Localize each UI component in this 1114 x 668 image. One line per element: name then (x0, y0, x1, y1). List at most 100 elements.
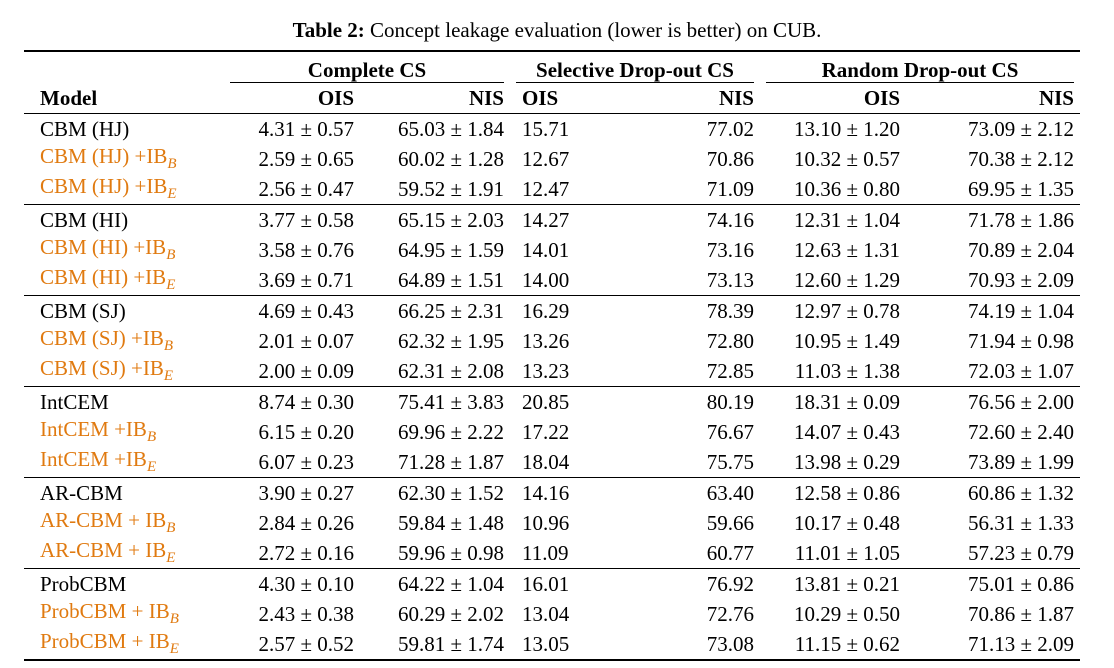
caption-text: Concept leakage evaluation (lower is bet… (370, 18, 822, 42)
selective-ois-cell: 13.23 (510, 356, 610, 387)
random-nis-cell: 71.94 ± 0.98 (967, 328, 1074, 353)
random-ois-cell: 12.31 ± 1.04 (793, 207, 900, 232)
selective-ois-cell: 11.09 (510, 538, 610, 569)
random-ois-cell: 12.97 ± 0.78 (793, 298, 900, 323)
model-name: CBM (HI) +IBB (40, 235, 176, 264)
complete-nis-cell: 65.03 ± 1.84 (397, 116, 504, 141)
selective-nis-cell: 74.16 (706, 207, 754, 232)
complete-ois-cell: 2.84 ± 0.26 (258, 510, 354, 535)
table-row: CBM (HI) +IBB 3.58 ± 0.76 64.95 ± 1.59 14.0… (24, 235, 1080, 265)
model-name: AR-CBM (40, 480, 123, 505)
complete-ois-cell: 6.15 ± 0.20 (258, 419, 354, 444)
random-ois-cell: 10.17 ± 0.48 (793, 510, 900, 535)
header-s-ois: OIS (522, 85, 559, 110)
selective-nis-cell: 73.13 (610, 265, 760, 296)
complete-nis-cell: 60.29 ± 2.02 (397, 601, 504, 626)
random-ois-cell: 11.01 ± 1.05 (760, 538, 906, 569)
complete-nis-cell: 59.52 ± 1.91 (360, 174, 510, 205)
model-name: CBM (HI) +IBE (24, 265, 224, 296)
model-name: AR-CBM + IBE (24, 538, 224, 569)
header-complete-cs: Complete CS (224, 51, 510, 83)
selective-nis-cell: 76.67 (706, 419, 754, 444)
random-ois-cell: 10.29 ± 0.50 (793, 601, 900, 626)
table-row: IntCEM +IBB 6.15 ± 0.20 69.96 ± 2.22 17.22 7… (24, 417, 1080, 447)
table-row: AR-CBM + IBB 2.84 ± 0.26 59.84 ± 1.48 10.96… (24, 508, 1080, 538)
random-nis-cell: 75.01 ± 0.86 (967, 571, 1074, 596)
complete-ois-cell: 3.90 ± 0.27 (258, 480, 354, 505)
complete-nis-cell: 60.02 ± 1.28 (397, 146, 504, 171)
random-nis-cell: 70.86 ± 1.87 (967, 601, 1074, 626)
random-ois-cell: 11.15 ± 0.62 (760, 629, 906, 661)
header-selective-cs: Selective Drop-out CS (510, 51, 760, 83)
table-row: CBM (SJ) +IBE 2.00 ± 0.09 62.31 ± 2.08 13.2… (24, 356, 1080, 387)
complete-nis-cell: 64.22 ± 1.04 (397, 571, 504, 596)
random-ois-cell: 13.81 ± 0.21 (793, 571, 900, 596)
selective-ois-cell: 12.47 (510, 174, 610, 205)
ib-variant-subscript: E (163, 368, 174, 385)
selective-nis-cell: 75.75 (610, 447, 760, 478)
complete-ois-cell: 4.69 ± 0.43 (258, 298, 354, 323)
ib-variant-subscript: B (163, 338, 174, 355)
table-row: AR-CBM 3.90 ± 0.27 62.30 ± 1.52 14.16 63.40 1… (24, 478, 1080, 509)
model-name: CBM (HJ) (40, 116, 130, 141)
complete-ois-cell: 2.56 ± 0.47 (224, 174, 360, 205)
selective-ois-cell: 20.85 (522, 389, 570, 414)
random-nis-cell: 71.78 ± 1.86 (967, 207, 1074, 232)
header-spacer (24, 51, 224, 83)
header-model: Model (40, 85, 98, 110)
random-nis-cell: 56.31 ± 1.33 (967, 510, 1074, 535)
complete-ois-cell: 2.43 ± 0.38 (258, 601, 354, 626)
random-ois-cell: 18.31 ± 0.09 (793, 389, 900, 414)
random-nis-cell: 70.89 ± 2.04 (967, 237, 1074, 262)
header-c-ois: OIS (317, 85, 354, 110)
model-name: IntCEM (40, 389, 109, 414)
complete-nis-cell: 75.41 ± 3.83 (397, 389, 504, 414)
random-nis-cell: 71.13 ± 2.09 (906, 629, 1080, 661)
ib-variant-subscript: B (167, 156, 177, 173)
selective-ois-cell: 13.05 (510, 629, 610, 661)
complete-nis-cell: 59.96 ± 0.98 (360, 538, 510, 569)
complete-ois-cell: 2.72 ± 0.16 (224, 538, 360, 569)
selective-ois-cell: 17.22 (522, 419, 570, 444)
random-ois-cell: 14.07 ± 0.43 (793, 419, 900, 444)
complete-nis-cell: 62.30 ± 1.52 (397, 480, 504, 505)
model-name: ProbCBM (40, 571, 127, 596)
selective-nis-cell: 77.02 (706, 116, 754, 141)
header-s-nis: NIS (718, 85, 754, 110)
complete-ois-cell: 4.31 ± 0.57 (258, 116, 354, 141)
random-ois-cell: 13.98 ± 0.29 (760, 447, 906, 478)
selective-ois-cell: 16.01 (522, 571, 570, 596)
random-ois-cell: 10.95 ± 1.49 (793, 328, 900, 353)
complete-nis-cell: 62.32 ± 1.95 (397, 328, 504, 353)
selective-ois-cell: 15.71 (522, 116, 570, 141)
leakage-table: Complete CS Selective Drop-out CS Random… (24, 50, 1080, 661)
selective-nis-cell: 73.16 (706, 237, 754, 262)
complete-nis-cell: 69.96 ± 2.22 (397, 419, 504, 444)
header-c-nis: NIS (468, 85, 504, 110)
random-ois-cell: 10.36 ± 0.80 (760, 174, 906, 205)
complete-ois-cell: 6.07 ± 0.23 (224, 447, 360, 478)
table-row: CBM (HI) 3.77 ± 0.58 65.15 ± 2.03 14.27 74.1… (24, 205, 1080, 236)
selective-nis-cell: 70.86 (706, 146, 754, 171)
table-row: IntCEM +IBE 6.07 ± 0.23 71.28 ± 1.87 18.04 7… (24, 447, 1080, 478)
random-nis-cell: 74.19 ± 1.04 (967, 298, 1074, 323)
random-nis-cell: 60.86 ± 1.32 (967, 480, 1074, 505)
ib-variant-subscript: E (166, 277, 176, 294)
ib-variant-subscript: B (166, 247, 176, 264)
complete-ois-cell: 3.69 ± 0.71 (224, 265, 360, 296)
selective-nis-cell: 72.80 (706, 328, 754, 353)
model-name: CBM (SJ) (40, 298, 126, 323)
complete-ois-cell: 2.01 ± 0.07 (258, 328, 354, 353)
selective-ois-cell: 12.67 (522, 146, 570, 171)
selective-ois-cell: 13.26 (522, 328, 570, 353)
header-r-nis: NIS (1038, 85, 1074, 110)
random-nis-cell: 73.09 ± 2.12 (967, 116, 1074, 141)
random-ois-cell: 12.63 ± 1.31 (793, 237, 900, 262)
model-name: AR-CBM + IBB (40, 508, 176, 537)
model-name: CBM (HJ) +IBB (40, 144, 177, 173)
complete-nis-cell: 59.84 ± 1.48 (397, 510, 504, 535)
complete-ois-cell: 2.00 ± 0.09 (224, 356, 360, 387)
model-name: IntCEM +IBE (24, 447, 224, 478)
model-name: ProbCBM + IBB (40, 599, 179, 628)
selective-nis-cell: 63.40 (706, 480, 754, 505)
